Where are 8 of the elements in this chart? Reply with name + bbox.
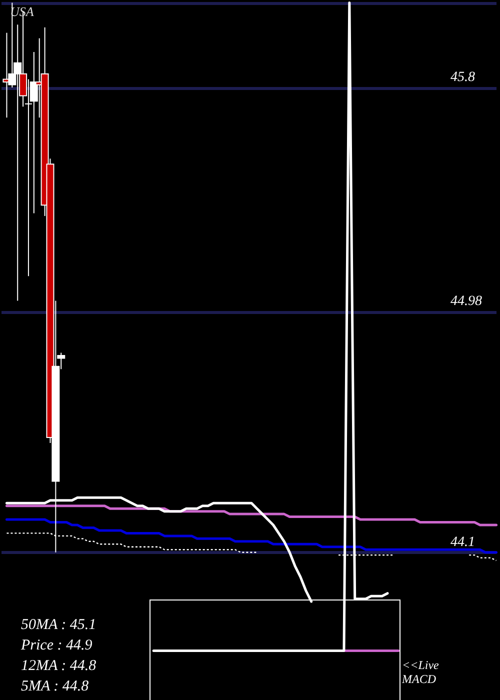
y-tick-label: 45.8 [450,70,475,85]
annotation: 50MA : 45.1 [21,617,96,633]
y-tick-label: 44.1 [450,534,475,550]
annotation: 12MA : 44.8 [21,658,97,674]
annotation: Price : 44.9 [20,638,93,654]
annotation: <<Live MACD [401,658,440,686]
y-tick-label: 44.98 [450,294,482,310]
annotation: 5MA : 44.8 [21,678,90,694]
